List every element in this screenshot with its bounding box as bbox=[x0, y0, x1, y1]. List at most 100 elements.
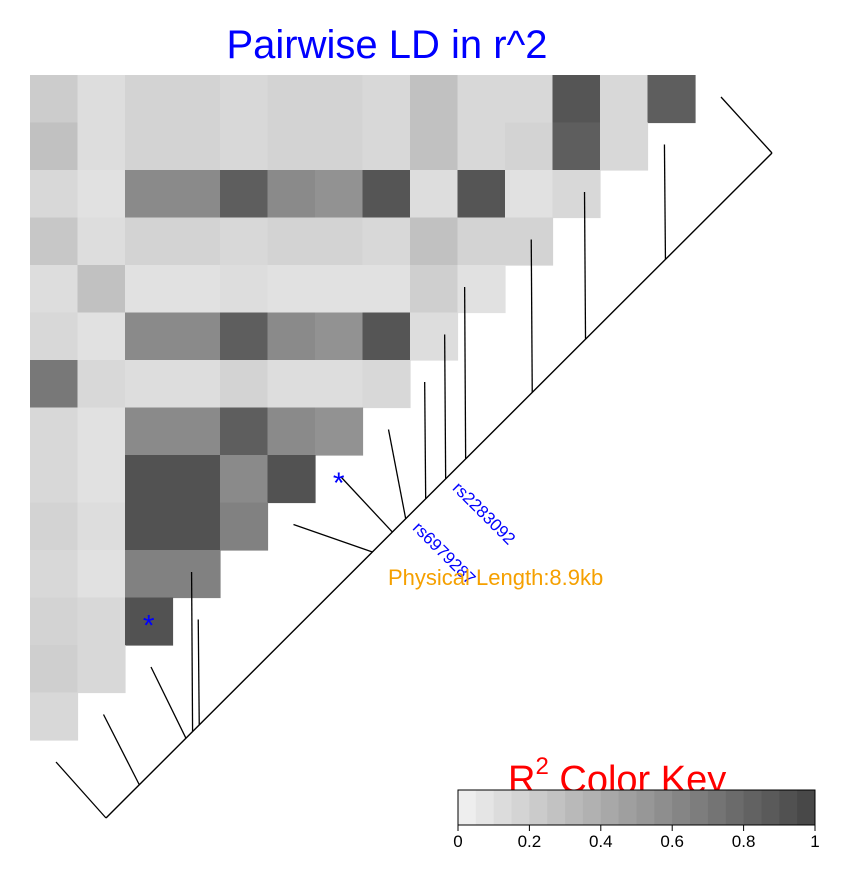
ld-cell bbox=[315, 265, 364, 314]
ld-cell bbox=[267, 265, 316, 314]
ld-cell bbox=[77, 550, 126, 599]
ld-cell bbox=[125, 407, 174, 456]
ld-cell bbox=[457, 122, 506, 171]
ld-cell bbox=[552, 122, 601, 171]
color-key-tick-label: 0.2 bbox=[518, 832, 542, 851]
color-key-swatch bbox=[779, 790, 798, 825]
ld-cell bbox=[552, 170, 601, 219]
color-key-swatch bbox=[797, 790, 816, 825]
color-key-swatch bbox=[672, 790, 691, 825]
physical-axis-line bbox=[105, 152, 773, 819]
ld-cell bbox=[267, 217, 316, 266]
ld-cell bbox=[30, 407, 79, 456]
ld-cell bbox=[125, 75, 174, 124]
ld-cell bbox=[220, 407, 269, 456]
snp-position-line bbox=[583, 191, 587, 340]
ld-cell bbox=[30, 692, 79, 741]
color-key-swatch bbox=[636, 790, 655, 825]
snp-position-line bbox=[55, 761, 107, 819]
snp-position-line bbox=[340, 476, 393, 533]
ld-cell bbox=[505, 122, 554, 171]
snp-position-lines bbox=[55, 96, 773, 819]
ld-cell bbox=[410, 217, 459, 266]
snp-position-line bbox=[530, 239, 533, 393]
ld-cell bbox=[77, 597, 126, 646]
color-key-tick-label: 1 bbox=[810, 832, 819, 851]
ld-cell bbox=[125, 312, 174, 361]
snp-position-line bbox=[387, 429, 407, 519]
ld-cell bbox=[362, 360, 411, 409]
ld-cell bbox=[172, 122, 221, 171]
color-key-swatch bbox=[547, 790, 566, 825]
ld-cell bbox=[125, 122, 174, 171]
ld-cell bbox=[410, 312, 459, 361]
ld-cell bbox=[125, 550, 174, 599]
color-key-swatch bbox=[761, 790, 780, 825]
ld-cell bbox=[267, 75, 316, 124]
ld-cell bbox=[552, 75, 601, 124]
snp-position-line bbox=[720, 96, 773, 154]
ld-cell bbox=[315, 360, 364, 409]
ld-cell bbox=[125, 360, 174, 409]
ld-cell bbox=[315, 170, 364, 219]
ld-cell bbox=[505, 75, 554, 124]
ld-cell bbox=[77, 122, 126, 171]
color-key-swatch bbox=[565, 790, 584, 825]
marker-star: * bbox=[143, 609, 155, 642]
ld-cell bbox=[600, 122, 649, 171]
marker-label: rs2283092 bbox=[449, 478, 519, 548]
ld-cell bbox=[30, 597, 79, 646]
ld-cell bbox=[172, 502, 221, 551]
ld-cell bbox=[30, 217, 79, 266]
ld-cell bbox=[267, 122, 316, 171]
ld-cell bbox=[30, 645, 79, 694]
ld-cell bbox=[77, 265, 126, 314]
ld-cell bbox=[77, 75, 126, 124]
ld-cell bbox=[410, 75, 459, 124]
snp-position-line bbox=[463, 286, 467, 459]
color-key-swatch bbox=[725, 790, 745, 825]
ld-cell bbox=[315, 407, 364, 456]
ld-cell bbox=[220, 217, 269, 266]
ld-cell bbox=[220, 312, 269, 361]
snp-position-line bbox=[444, 334, 447, 479]
ld-cell bbox=[77, 407, 126, 456]
ld-cells bbox=[30, 75, 696, 741]
ld-cell bbox=[125, 597, 174, 646]
ld-cell bbox=[220, 265, 269, 314]
color-key-swatch bbox=[618, 790, 637, 825]
ld-cell bbox=[315, 122, 364, 171]
ld-cell bbox=[172, 550, 221, 599]
ld-cell bbox=[30, 550, 79, 599]
color-key-swatch bbox=[529, 790, 548, 825]
ld-cell bbox=[172, 407, 221, 456]
ld-cell bbox=[220, 502, 269, 551]
ld-cell bbox=[600, 75, 649, 124]
ld-cell bbox=[77, 360, 126, 409]
color-key-swatch bbox=[458, 790, 477, 825]
marker-star: * bbox=[333, 467, 345, 500]
color-key-swatch bbox=[493, 790, 513, 825]
color-key-swatch bbox=[690, 790, 709, 825]
snp-position-line bbox=[197, 619, 200, 725]
ld-cell bbox=[172, 265, 221, 314]
ld-cell bbox=[77, 455, 126, 504]
ld-cell bbox=[125, 502, 174, 551]
color-key-title-sup: 2 bbox=[535, 753, 548, 780]
ld-cell bbox=[267, 407, 316, 456]
ld-cell bbox=[362, 312, 411, 361]
color-key-swatch bbox=[707, 790, 727, 825]
ld-cell bbox=[172, 75, 221, 124]
ld-cell bbox=[505, 170, 554, 219]
ld-cell bbox=[267, 360, 316, 409]
ld-cell bbox=[647, 75, 696, 124]
ld-cell bbox=[77, 645, 126, 694]
ld-cell bbox=[172, 170, 221, 219]
ld-cell bbox=[77, 217, 126, 266]
ld-cell bbox=[315, 217, 364, 266]
ld-cell bbox=[457, 170, 506, 219]
ld-cell bbox=[125, 217, 174, 266]
color-key-swatch bbox=[475, 790, 495, 825]
snp-position-line bbox=[102, 714, 140, 786]
color-key: 0 0.2 0.4 0.6 0.8 1 bbox=[453, 789, 820, 851]
